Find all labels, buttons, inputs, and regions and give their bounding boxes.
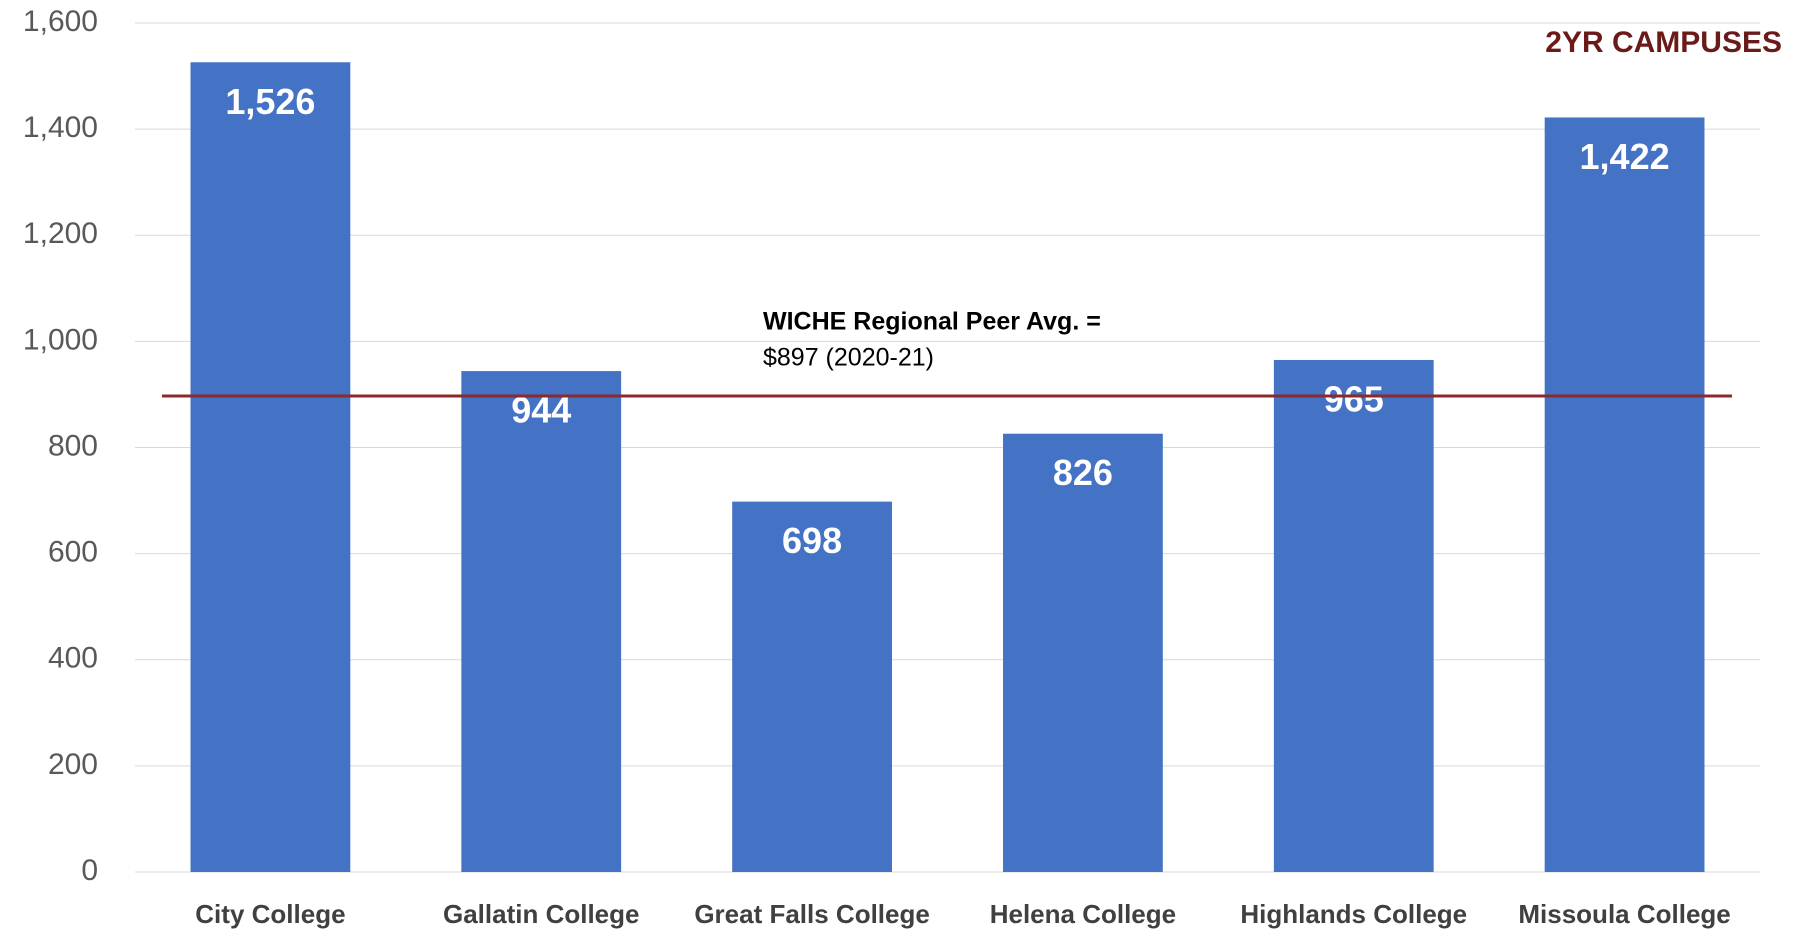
y-tick-label: 200 — [48, 748, 98, 781]
y-tick-label: 800 — [48, 429, 98, 462]
y-tick-label: 0 — [81, 854, 98, 887]
value-label: 1,422 — [1580, 136, 1670, 177]
x-tick-label: Great Falls College — [694, 899, 930, 929]
y-tick-label: 1,600 — [23, 5, 98, 38]
x-tick-label: City College — [195, 899, 345, 929]
reference-sublabel: $897 (2020-21) — [763, 344, 934, 372]
bar — [190, 62, 351, 873]
bar — [1003, 433, 1163, 872]
x-tick-label: Highlands College — [1240, 899, 1467, 929]
bar — [461, 371, 622, 872]
value-label: 826 — [1053, 452, 1113, 493]
x-tick-label: Missoula College — [1518, 899, 1730, 929]
x-tick-label: Helena College — [990, 899, 1176, 929]
y-tick-label: 600 — [48, 536, 98, 569]
bar — [732, 501, 892, 872]
corner-label: 2YR CAMPUSES — [1545, 26, 1782, 59]
y-tick-label: 1,000 — [23, 323, 98, 356]
y-tick-label: 1,200 — [23, 217, 98, 250]
value-label: 1,526 — [225, 81, 315, 122]
reference-label: WICHE Regional Peer Avg. = — [763, 308, 1101, 336]
value-label: 965 — [1324, 378, 1384, 419]
x-tick-label: Gallatin College — [443, 899, 640, 929]
y-tick-label: 400 — [48, 642, 98, 675]
value-label: 698 — [782, 520, 842, 561]
bar — [1273, 359, 1434, 872]
y-tick-label: 1,400 — [23, 111, 98, 144]
bar — [1544, 117, 1705, 873]
